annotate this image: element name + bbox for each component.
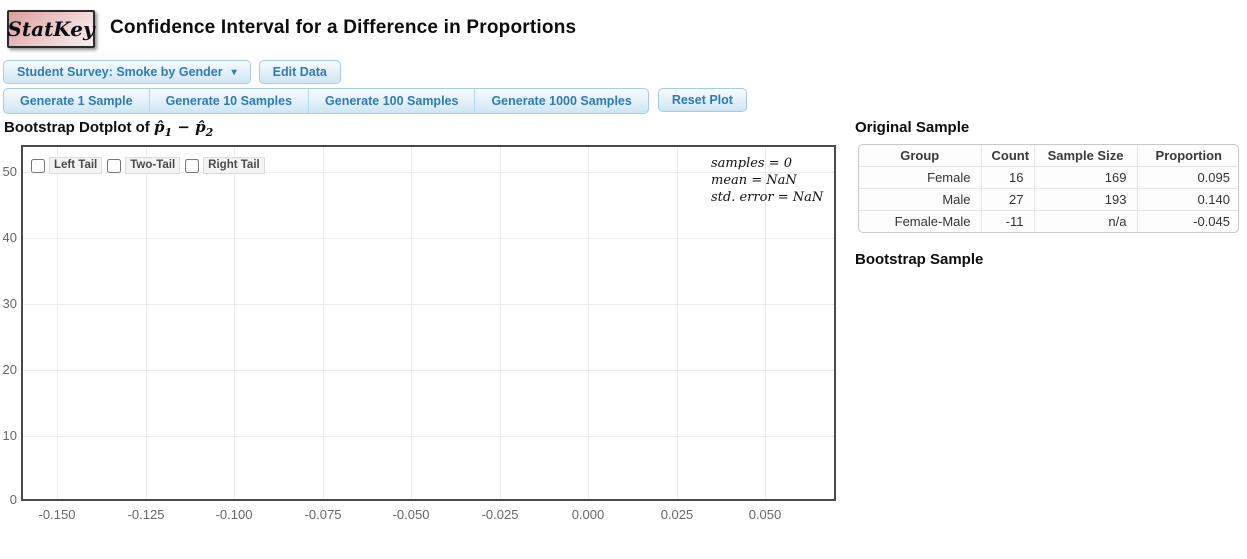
x-axis-tick: 0.025 [660,507,694,522]
page-title: Confidence Interval for a Difference in … [110,17,577,38]
generate-toolbar: Generate 1 Sample Generate 10 Samples Ge… [3,88,747,114]
gridline-vertical [411,147,412,499]
gridline-horizontal [23,436,834,437]
x-axis-tick: -0.075 [304,507,342,522]
cell-count: 27 [980,188,1034,211]
y-axis-tick: 0 [9,492,17,507]
right-tail-checkbox[interactable] [185,158,200,173]
y-axis-tick: 10 [2,428,17,443]
subscript-1: 1 [164,126,173,139]
std-error-stat: std. error = NaN [711,190,824,205]
gridline-horizontal [23,304,834,305]
cell-proportion: 0.140 [1136,188,1238,211]
right-tail-option[interactable]: Right Tail [185,157,265,174]
gridline-horizontal [23,238,834,239]
x-axis-tick: -0.150 [38,507,76,522]
cell-group: Female [859,166,981,189]
dataset-toolbar: Student Survey: Smoke by Gender ▾ Edit D… [3,60,341,84]
left-tail-checkbox[interactable] [31,158,45,173]
column-header-group: Group [900,148,940,163]
gridline-vertical [146,147,147,499]
column-header-count: Count [980,145,1034,167]
cell-group: Male [859,188,981,211]
plot-heading-text: Bootstrap Dotplot of [4,119,150,136]
cell-sample-size: 193 [1033,188,1137,211]
bootstrap-sample-heading: Bootstrap Sample [855,251,984,268]
subscript-2: 2 [205,126,214,139]
mean-stat: mean = NaN [711,173,797,188]
generate-100-samples-button[interactable]: Generate 100 Samples [309,89,476,113]
two-tail-label[interactable]: Two-Tail [125,157,181,174]
two-tail-checkbox[interactable] [107,158,122,173]
original-sample-heading: Original Sample [855,119,970,136]
y-axis-tick: 20 [2,362,17,377]
table-row: Female-Male -11 n/a -0.045 [859,210,1238,232]
gridline-horizontal [23,172,834,173]
generate-1-sample-button[interactable]: Generate 1 Sample [4,89,150,113]
left-tail-option[interactable]: Left Tail [31,157,103,174]
gridline-vertical [323,147,324,499]
statkey-logo: StatKey [7,10,95,48]
gridline-vertical [588,147,589,499]
table-header-row: Group Count Sample Size Proportion [859,145,1238,167]
samples-stat: samples = 0 [711,156,793,171]
generate-10-samples-button[interactable]: Generate 10 Samples [150,89,310,113]
x-axis-tick: 0.000 [571,507,605,522]
original-sample-table: Group Count Sample Size Proportion Femal… [858,144,1239,233]
chevron-down-icon: ▾ [231,66,237,78]
x-axis-tick: -0.050 [392,507,430,522]
column-header-sample-size: Sample Size [1033,145,1137,167]
p-hat-2: p̂ [195,118,206,136]
y-axis-tick: 30 [2,296,17,311]
gridline-vertical [234,147,235,499]
reset-plot-button[interactable]: Reset Plot [657,88,747,112]
table-row: Male 27 193 0.140 [859,188,1238,211]
cell-sample-size: n/a [1033,210,1137,232]
gridline-vertical [677,147,678,499]
cell-count: -11 [980,210,1034,232]
right-tail-label[interactable]: Right Tail [203,157,265,174]
x-axis-tick: -0.125 [127,507,165,522]
x-axis-tick: 0.050 [748,507,782,522]
y-axis-tick: 50 [2,164,17,179]
minus-sign: − [172,118,196,136]
x-axis-tick: -0.025 [481,507,519,522]
cell-group: Female-Male [859,210,981,232]
y-axis-tick: 40 [2,230,17,245]
plot-statistics: samples = 0 mean = NaN std. error = NaN [711,155,823,206]
p-hat-1: p̂ [153,118,165,136]
tail-options: Left Tail Two-Tail Right Tail [31,157,265,174]
cell-proportion: 0.095 [1136,166,1238,189]
gridline-horizontal [23,370,834,371]
x-axis-tick: -0.100 [215,507,253,522]
gridline-vertical [57,147,58,499]
two-tail-option[interactable]: Two-Tail [107,157,181,174]
dataset-dropdown-button[interactable]: Student Survey: Smoke by Gender ▾ [3,60,251,84]
edit-data-button[interactable]: Edit Data [258,60,341,84]
column-header-proportion: Proportion [1136,145,1238,167]
cell-count: 16 [980,166,1034,189]
cell-proportion: -0.045 [1136,210,1238,232]
statkey-logo-text: StatKey [7,17,95,41]
left-tail-label[interactable]: Left Tail [49,157,103,174]
plot-heading: Bootstrap Dotplot of p̂1 − p̂2 [4,118,213,139]
bootstrap-dotplot-area: Left Tail Two-Tail Right Tail samples = … [21,145,836,501]
plot-heading-math: p̂1 − p̂2 [153,118,214,139]
generate-1000-samples-button[interactable]: Generate 1000 Samples [475,89,647,113]
generate-button-group: Generate 1 Sample Generate 10 Samples Ge… [3,88,649,114]
gridline-vertical [765,147,766,499]
dataset-dropdown-label: Student Survey: Smoke by Gender [17,65,223,79]
gridline-vertical [500,147,501,499]
table-row: Female 16 169 0.095 [859,166,1238,189]
cell-sample-size: 169 [1033,166,1137,189]
